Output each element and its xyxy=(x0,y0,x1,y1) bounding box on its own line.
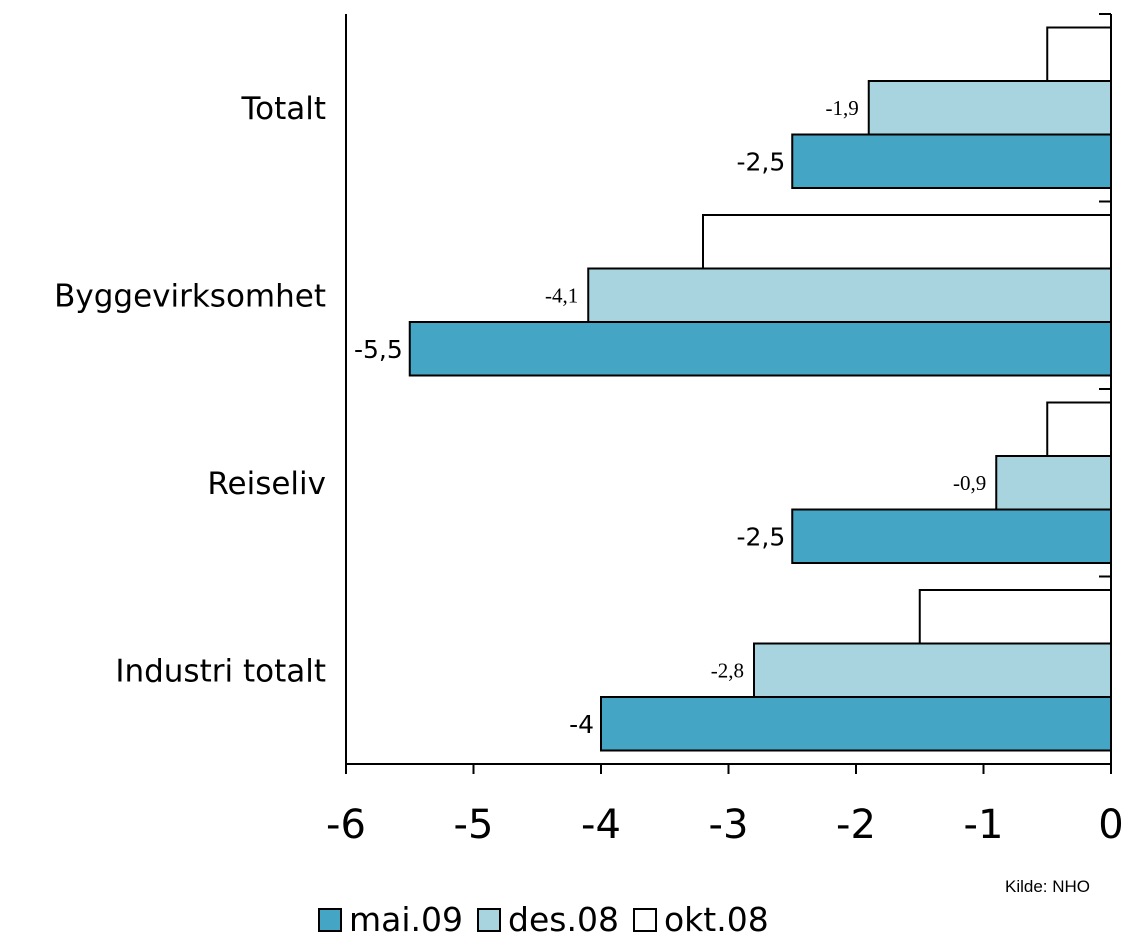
category-label: Industri totalt xyxy=(115,653,326,689)
data-label: -4 xyxy=(569,710,594,739)
legend-item-okt08: okt.08 xyxy=(632,900,769,939)
x-tick-label: -4 xyxy=(581,802,621,848)
data-label: -0,9 xyxy=(953,471,986,495)
data-label: -5,5 xyxy=(354,335,403,364)
bar-okt08 xyxy=(1046,26,1112,82)
bar-des08 xyxy=(587,267,1112,323)
legend-label-des08: des.08 xyxy=(508,900,619,939)
bar-mai09 xyxy=(408,321,1112,377)
category-label: Reiseliv xyxy=(207,466,326,502)
x-tick-label: -6 xyxy=(326,802,366,848)
bar-mai09 xyxy=(791,508,1112,564)
x-tick-label: -3 xyxy=(709,802,749,848)
data-label: -2,5 xyxy=(736,522,785,551)
legend-swatch-des08 xyxy=(477,907,502,932)
category-label: Byggevirksomhet xyxy=(54,278,326,314)
x-tick-label: -2 xyxy=(836,802,876,848)
x-tick-label: -1 xyxy=(964,802,1004,848)
category-label: Totalt xyxy=(240,91,326,127)
bar-mai09 xyxy=(791,133,1112,189)
legend-item-mai09: mai.09 xyxy=(318,900,463,939)
data-label: -4,1 xyxy=(545,283,578,307)
x-tick-label: -5 xyxy=(454,802,494,848)
legend: mai.09 des.08 okt.08 xyxy=(318,900,783,939)
bar-des08 xyxy=(753,642,1112,698)
legend-swatch-mai09 xyxy=(318,907,342,932)
bar-chart: -6 -5 -4 -3 -2 -1 0 Totalt -1,9 -2,5 Byggevirksomh… xyxy=(54,13,1124,848)
bar-okt08 xyxy=(702,214,1112,270)
bar-okt08 xyxy=(918,589,1112,645)
legend-item-des08: des.08 xyxy=(477,900,619,939)
bar-des08 xyxy=(867,80,1112,136)
data-label: -2,8 xyxy=(711,658,744,682)
legend-swatch-okt08 xyxy=(632,907,657,932)
x-tick-label: 0 xyxy=(1098,802,1123,848)
data-label: -2,5 xyxy=(736,147,785,176)
bar-okt08 xyxy=(1046,401,1112,457)
bar-des08 xyxy=(995,455,1112,511)
legend-label-mai09: mai.09 xyxy=(349,900,464,939)
data-label: -1,9 xyxy=(826,96,859,120)
bar-mai09 xyxy=(600,696,1112,752)
source-note: Kilde: NHO xyxy=(1005,877,1091,896)
legend-label-okt08: okt.08 xyxy=(663,900,769,939)
